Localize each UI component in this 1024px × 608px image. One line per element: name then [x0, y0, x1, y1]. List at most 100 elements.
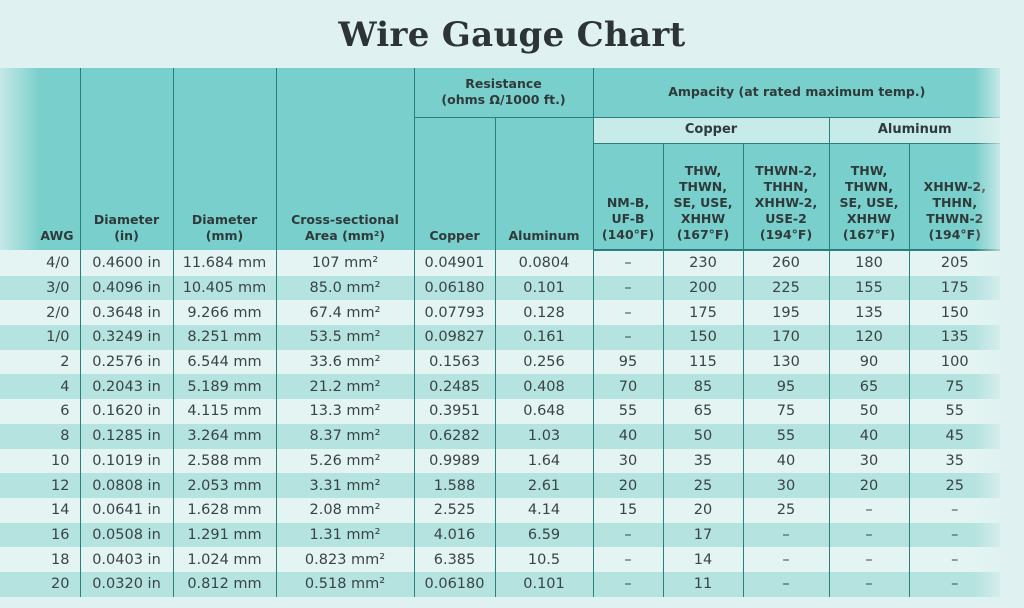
- table-cell: 170: [742, 325, 830, 350]
- table-cell: 175: [908, 275, 1001, 301]
- table-cell: 1/0: [0, 325, 81, 350]
- table-cell: 90: [828, 349, 910, 375]
- table-cell: 0.1563: [413, 349, 496, 375]
- header-resistance-copper: Copper: [413, 117, 496, 250]
- table-row: 20 0.0320 in 0.812 mm 0.518 mm² 0.06180 0.101…: [0, 571, 1001, 597]
- table-cell: 40: [592, 423, 664, 449]
- table-cell: –: [828, 522, 910, 548]
- table-cell: –: [592, 325, 664, 350]
- table-cell: 2.053 mm: [172, 473, 277, 498]
- table-cell: 65: [662, 399, 744, 424]
- table-cell: 0.0320 in: [79, 571, 174, 597]
- table-cell: 0.0808 in: [79, 473, 174, 498]
- table-cell: 0.161: [494, 325, 594, 350]
- table-cell: 10: [0, 448, 81, 474]
- header-diameter-in: Diameter (in): [79, 68, 174, 250]
- table-cell: 18: [0, 547, 81, 572]
- table-cell: 20: [592, 473, 664, 498]
- table-cell: –: [908, 547, 1001, 572]
- table-cell: 9.266 mm: [172, 300, 277, 326]
- table-cell: 0.2485: [413, 374, 496, 400]
- table-cell: 55: [908, 399, 1001, 424]
- table-row: 14 0.0641 in 1.628 mm 2.08 mm² 2.525 4.14 15 20…: [0, 497, 1001, 523]
- table-cell: 0.256: [494, 349, 594, 375]
- table-cell: 0.9989: [413, 448, 496, 474]
- table-cell: –: [592, 250, 664, 276]
- table-cell: 0.812 mm: [172, 571, 277, 597]
- table-cell: 14: [662, 547, 744, 572]
- table-cell: 95: [592, 349, 664, 375]
- table-cell: 85: [662, 374, 744, 400]
- header-resistance-aluminum: Aluminum: [494, 117, 594, 250]
- table-row: 2 0.2576 in 6.544 mm 33.6 mm² 0.1563 0.256 95 1…: [0, 349, 1001, 375]
- table-cell: 25: [662, 473, 744, 498]
- table-cell: 0.518 mm²: [275, 571, 415, 597]
- table-cell: –: [828, 571, 910, 597]
- table-cell: 3.264 mm: [172, 423, 277, 449]
- table-cell: 4.115 mm: [172, 399, 277, 424]
- table-cell: 85.0 mm²: [275, 275, 415, 301]
- table-cell: 8.37 mm²: [275, 423, 415, 449]
- table-cell: 25: [908, 473, 1001, 498]
- header-cu-194: THWN-2, THHN, XHHW-2, USE-2 (194°F): [742, 143, 830, 251]
- table-cell: 2.588 mm: [172, 448, 277, 474]
- table-cell: 95: [742, 374, 830, 400]
- table-cell: 107 mm²: [275, 250, 415, 276]
- table-cell: 1.588: [413, 473, 496, 498]
- table-cell: 0.1285 in: [79, 423, 174, 449]
- table-cell: 0.4096 in: [79, 275, 174, 301]
- table-cell: –: [828, 497, 910, 523]
- table-cell: 75: [742, 399, 830, 424]
- table-cell: 0.06180: [413, 275, 496, 301]
- table-header: AWG Diameter (in) Diameter (mm) Cross-sect…: [0, 68, 1001, 251]
- table-cell: 0.0804: [494, 250, 594, 276]
- table-cell: 55: [592, 399, 664, 424]
- header-cu-140: NM-B, UF-B (140°F): [592, 143, 664, 251]
- table-cell: 0.0403 in: [79, 547, 174, 572]
- table-cell: 10.5: [494, 547, 594, 572]
- table-cell: 2.525: [413, 497, 496, 523]
- table-cell: 0.09827: [413, 325, 496, 350]
- table-row: 4/0 0.4600 in 11.684 mm 107 mm² 0.04901 0.080…: [0, 250, 1001, 276]
- table-cell: 0.1019 in: [79, 448, 174, 474]
- table-cell: 67.4 mm²: [275, 300, 415, 326]
- table-cell: 53.5 mm²: [275, 325, 415, 350]
- table-cell: 30: [592, 448, 664, 474]
- table-cell: 35: [662, 448, 744, 474]
- table-cell: –: [908, 497, 1001, 523]
- table-cell: 0.3249 in: [79, 325, 174, 350]
- table-cell: 0.3648 in: [79, 300, 174, 326]
- table-cell: 130: [742, 349, 830, 375]
- table-row: 3/0 0.4096 in 10.405 mm 85.0 mm² 0.06180 0.10…: [0, 275, 1001, 301]
- header-cu-167: THW, THWN, SE, USE, XHHW (167°F): [662, 143, 744, 251]
- header-diameter-mm: Diameter (mm): [172, 68, 277, 250]
- table-cell: 135: [908, 325, 1001, 350]
- table-cell: –: [828, 547, 910, 572]
- table-cell: 10.405 mm: [172, 275, 277, 301]
- table-cell: 150: [662, 325, 744, 350]
- table-row: 4 0.2043 in 5.189 mm 21.2 mm² 0.2485 0.408 70 8…: [0, 374, 1001, 400]
- table-cell: 0.0508 in: [79, 522, 174, 548]
- table-row: 16 0.0508 in 1.291 mm 1.31 mm² 4.016 6.59–17–…: [0, 522, 1001, 548]
- table-cell: 0.101: [494, 571, 594, 597]
- table-cell: 0.101: [494, 275, 594, 301]
- table-cell: 0.128: [494, 300, 594, 326]
- table-cell: 2.61: [494, 473, 594, 498]
- table-cell: 1.31 mm²: [275, 522, 415, 548]
- table-cell: 11.684 mm: [172, 250, 277, 276]
- table-cell: 0.2043 in: [79, 374, 174, 400]
- table-cell: 8.251 mm: [172, 325, 277, 350]
- table-cell: 0.648: [494, 399, 594, 424]
- header-awg: AWG: [0, 68, 81, 250]
- table-cell: –: [908, 571, 1001, 597]
- header-ampacity-copper: Copper: [592, 116, 830, 144]
- table-cell: 1.291 mm: [172, 522, 277, 548]
- table-cell: 120: [828, 325, 910, 350]
- table-cell: 5.26 mm²: [275, 448, 415, 474]
- table-cell: 50: [828, 399, 910, 424]
- table-cell: 225: [742, 275, 830, 301]
- table-cell: –: [592, 522, 664, 548]
- table-cell: –: [742, 571, 830, 597]
- table-cell: 11: [662, 571, 744, 597]
- table-cell: 1.024 mm: [172, 547, 277, 572]
